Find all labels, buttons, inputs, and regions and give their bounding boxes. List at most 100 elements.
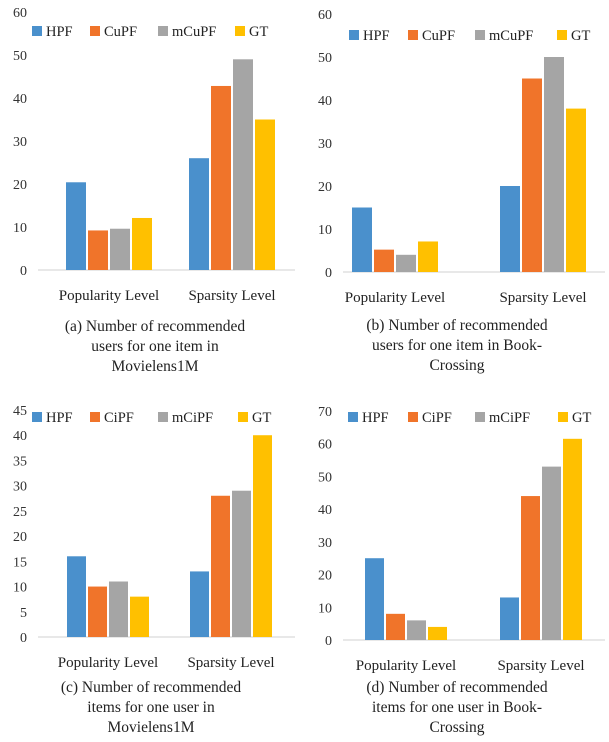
y-tick-label: 50 (318, 51, 332, 66)
bar-gt-popularity (418, 241, 438, 272)
legend-label-cipf: CiPF (104, 410, 134, 426)
legend-swatch-mcipf (158, 412, 168, 422)
x-category-label: Sparsity Level (499, 290, 586, 306)
x-category-label: Sparsity Level (188, 288, 275, 304)
caption-c-line-3: Movielens1M (107, 719, 195, 736)
legend-label-hpf: HPF (46, 24, 73, 40)
bar-gt-sparsity (255, 119, 275, 270)
bar-mcupf-sparsity (233, 59, 253, 270)
legend-label-cupf: CuPF (104, 24, 137, 40)
y-tick-label: 5 (20, 606, 27, 621)
y-tick-label: 20 (318, 180, 332, 195)
chart-panel-d: 0 10 20 30 40 50 60 70 Popularity Level Sparsity … (305, 398, 609, 742)
legend-label-mcipf: mCiPF (489, 410, 530, 426)
caption-a-line-3: Movielens1M (111, 358, 199, 375)
bar-gt-sparsity (563, 438, 582, 640)
bar-mcupf-popularity (110, 228, 130, 270)
bar-gt-popularity (130, 596, 149, 637)
legend-swatch-gt (235, 26, 245, 36)
bar-hpf-sparsity (189, 158, 209, 270)
y-tick-label: 40 (318, 94, 332, 109)
caption-b: (b) Number of recommended users for one … (327, 316, 587, 376)
bar-chart-b: 0 10 20 30 40 50 60 Popularity Level Sparsity Le… (318, 8, 605, 306)
bar-mcipf-sparsity (232, 490, 251, 637)
legend-label-gt: GT (571, 28, 590, 44)
bar-cupf-popularity (88, 230, 108, 270)
legend-swatch-cipf (408, 412, 418, 422)
y-tick-label: 60 (318, 8, 332, 23)
y-tick-label: 45 (13, 404, 27, 419)
y-tick-label: 40 (318, 503, 332, 518)
bar-hpf-popularity (352, 207, 372, 272)
y-tick-label: 40 (13, 429, 27, 444)
bar-cipf-sparsity (521, 496, 540, 640)
y-tick-label: 20 (318, 569, 332, 584)
legend-label-hpf: HPF (363, 28, 390, 44)
legend-swatch-cupf (408, 30, 418, 40)
legend-label-cipf: CiPF (422, 410, 452, 426)
legend-label-gt: GT (572, 410, 591, 426)
bar-cipf-popularity (88, 586, 107, 637)
caption-a-line-2: users for one item in (91, 338, 219, 355)
caption-a: (a) Number of recommended users for one … (30, 317, 280, 377)
bar-mcupf-popularity (396, 254, 416, 272)
bar-cupf-popularity (374, 249, 394, 272)
bar-cupf-sparsity (522, 78, 542, 272)
legend-swatch-gt (557, 30, 567, 40)
y-tick-label: 70 (318, 405, 332, 420)
legend-swatch-gt (238, 412, 248, 422)
legend-swatch-hpf (32, 26, 42, 36)
bar-gt-sparsity (253, 435, 272, 637)
bar-mcipf-popularity (407, 620, 426, 640)
legend-swatch-mcupf (158, 26, 168, 36)
y-tick-label: 60 (318, 438, 332, 453)
y-tick-label: 50 (318, 470, 332, 485)
caption-a-line-1: (a) Number of recommended (64, 318, 246, 335)
caption-b-line-3: Crossing (429, 357, 485, 374)
y-tick-label: 20 (13, 530, 27, 545)
caption-c: (c) Number of recommended items for one … (26, 678, 276, 738)
bar-chart-d: 0 10 20 30 40 50 60 70 Popularity Level Sparsity … (318, 405, 605, 674)
bar-gt-popularity (132, 217, 152, 270)
bar-chart-a: 0 10 20 30 40 50 60 Popularity Level Sparsity Le… (13, 6, 295, 304)
x-category-label: Popularity Level (345, 290, 445, 306)
legend-swatch-hpf (348, 412, 358, 422)
legend-swatch-mcupf (475, 30, 485, 40)
chart-panel-b: 0 10 20 30 40 50 60 Popularity Level Sparsity Le… (305, 0, 609, 380)
legend-swatch-gt (558, 412, 568, 422)
legend-label-gt: GT (249, 24, 268, 40)
legend-label-mcipf: mCiPF (172, 410, 213, 426)
y-tick-label: 0 (20, 264, 27, 279)
y-tick-label: 10 (13, 221, 27, 236)
caption-c-line-1: (c) Number of recommended (60, 679, 242, 696)
legend-label-cupf: CuPF (422, 28, 455, 44)
bar-mcipf-sparsity (542, 466, 561, 640)
legend-label-mcupf: mCuPF (172, 24, 216, 40)
legend-swatch-cipf (90, 412, 100, 422)
caption-d: (d) Number of recommended items for one … (325, 678, 589, 738)
caption-d-line-2: items for one user in Book- (371, 699, 543, 716)
chart-panel-c: 0 5 10 15 20 25 30 35 40 45 Popularity Level Sparsi… (0, 398, 300, 742)
y-tick-label: 50 (13, 49, 27, 64)
caption-d-line-1: (d) Number of recommended (366, 679, 548, 696)
legend-swatch-hpf (349, 30, 359, 40)
bar-cupf-sparsity (211, 85, 231, 271)
legend-label-hpf: HPF (362, 410, 389, 426)
bar-gt-sparsity (566, 108, 586, 272)
y-tick-label: 0 (20, 631, 27, 646)
bar-hpf-popularity (365, 558, 384, 640)
y-tick-label: 20 (13, 178, 27, 193)
legend-swatch-hpf (32, 412, 42, 422)
bar-hpf-sparsity (190, 571, 209, 637)
bar-mcupf-sparsity (544, 57, 564, 272)
bar-cipf-popularity (386, 613, 405, 640)
caption-c-line-2: items for one user in (87, 699, 215, 716)
y-tick-label: 0 (325, 266, 332, 281)
x-category-label: Popularity Level (58, 655, 158, 671)
caption-b-line-1: (b) Number of recommended (366, 317, 548, 334)
bar-hpf-popularity (67, 556, 86, 637)
y-tick-label: 0 (325, 634, 332, 649)
bar-mcipf-popularity (109, 581, 128, 637)
caption-b-line-2: users for one item in Book- (371, 337, 543, 354)
x-category-label: Popularity Level (356, 658, 456, 674)
